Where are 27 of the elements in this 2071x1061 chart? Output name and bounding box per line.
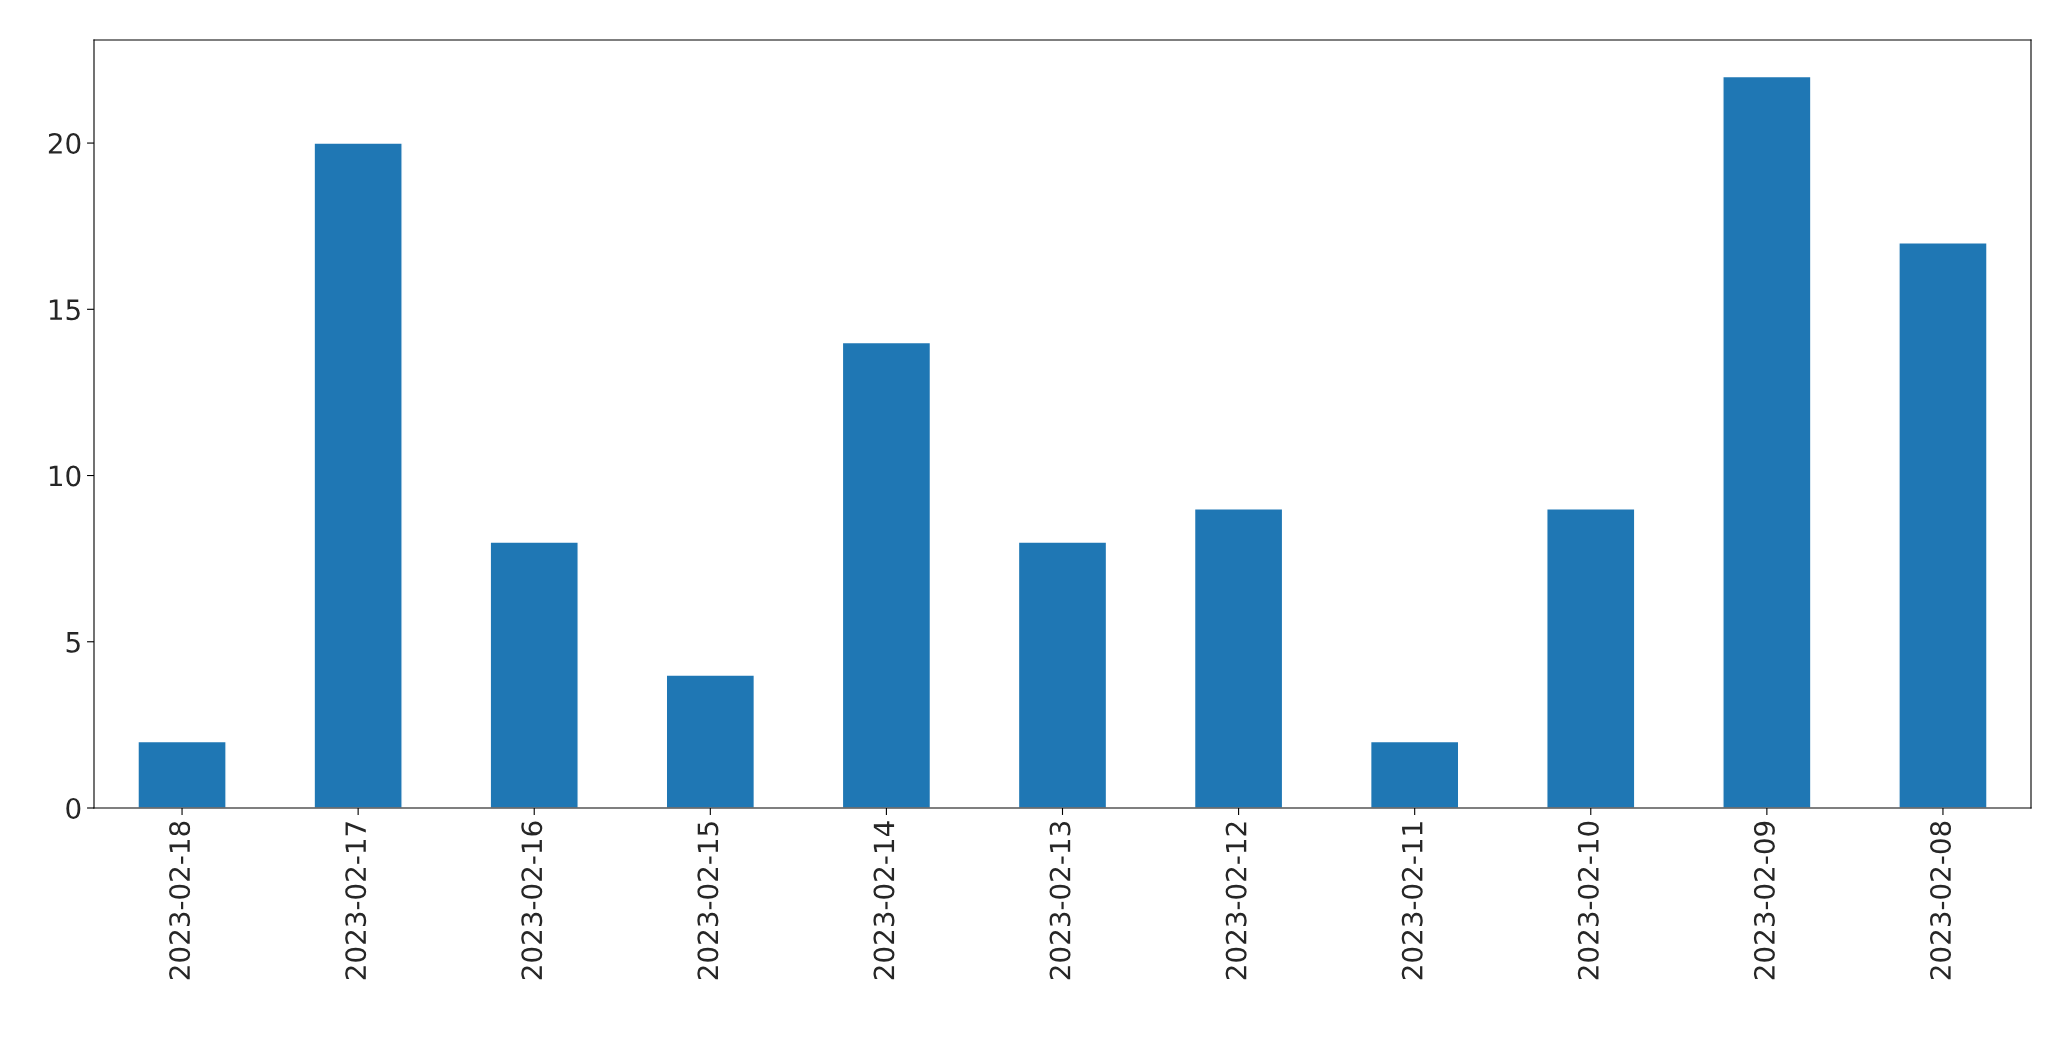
y-tick-label: 10: [49, 465, 81, 487]
bar: [1898, 242, 1988, 808]
bar: [1193, 508, 1284, 808]
bar: [1722, 75, 1812, 808]
bar: [665, 674, 756, 808]
x-tick-label: 2023-02-18: [169, 821, 191, 980]
x-tick-label: 2023-02-10: [1577, 821, 1599, 980]
x-tick-label: 2023-02-11: [1401, 822, 1423, 980]
bar: [1017, 541, 1108, 808]
y-tick-label: 15: [49, 299, 80, 321]
y-tick-label: 5: [66, 632, 80, 653]
x-tick-label: 2023-02-13: [1049, 822, 1071, 980]
x-tick-label: 2023-02-16: [521, 821, 543, 980]
x-tick-label: 2023-02-14: [873, 821, 895, 980]
bar: [489, 541, 579, 808]
bar: [841, 341, 932, 808]
bar: [137, 740, 227, 808]
bar: [1546, 508, 1636, 808]
x-tick-label: 2023-02-17: [345, 822, 367, 980]
y-tick-label: 0: [66, 797, 81, 819]
bar: [313, 142, 403, 808]
bar: [1369, 740, 1460, 808]
x-tick-label: 2023-02-08: [1930, 821, 1952, 980]
x-tick-label: 2023-02-09: [1753, 821, 1775, 980]
x-tick-label: 2023-02-12: [1225, 822, 1247, 980]
y-tick-label: 20: [48, 133, 81, 155]
x-tick-label: 2023-02-15: [697, 822, 719, 980]
